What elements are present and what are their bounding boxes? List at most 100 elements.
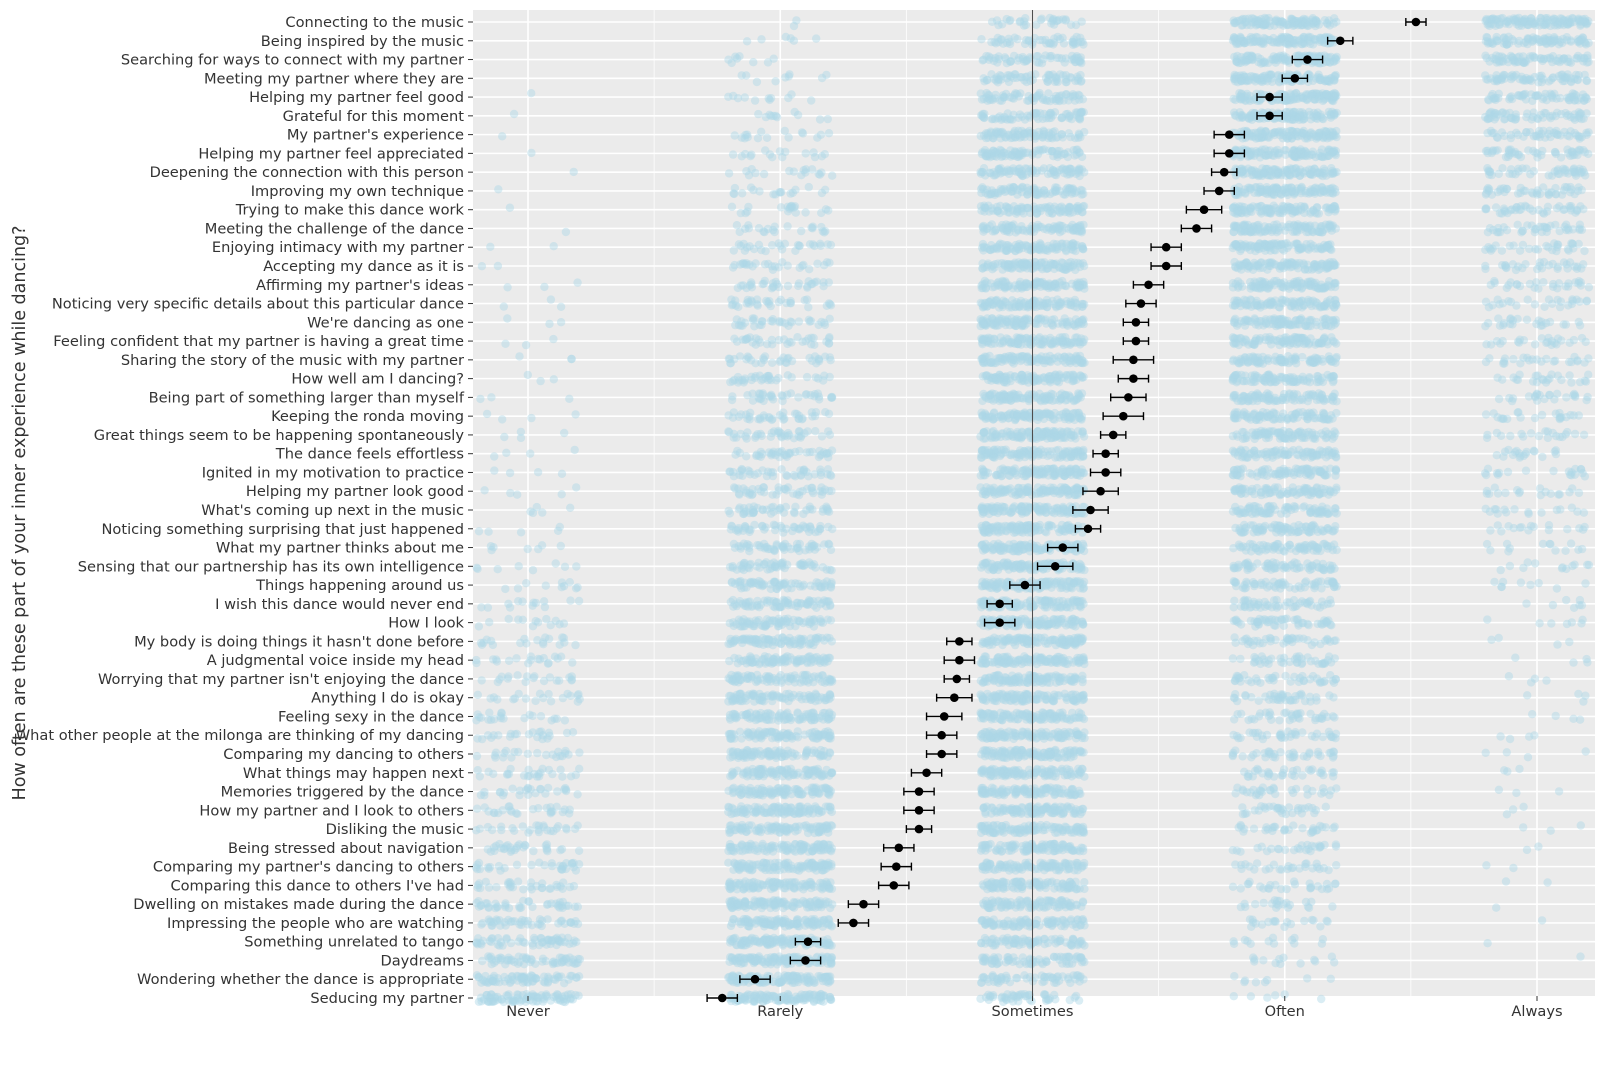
raw-point — [784, 94, 792, 102]
raw-point — [1270, 131, 1278, 139]
raw-point — [1038, 204, 1046, 212]
raw-point — [785, 338, 793, 346]
raw-point — [1310, 165, 1318, 173]
raw-point — [1041, 36, 1049, 44]
raw-point — [760, 170, 768, 178]
raw-point — [1568, 14, 1576, 22]
raw-point — [1575, 37, 1583, 45]
raw-point — [1047, 282, 1055, 290]
raw-point — [1481, 205, 1489, 213]
raw-point — [1012, 319, 1020, 327]
raw-point — [1256, 228, 1264, 236]
raw-point — [781, 148, 789, 156]
raw-point — [1557, 336, 1565, 344]
raw-point — [987, 359, 995, 367]
raw-point — [741, 134, 749, 142]
raw-point — [1331, 188, 1339, 196]
raw-point — [1486, 74, 1494, 82]
raw-point — [1040, 186, 1048, 194]
raw-point — [791, 108, 799, 116]
raw-point — [978, 95, 986, 103]
raw-point — [738, 336, 746, 344]
raw-point — [1290, 115, 1298, 123]
raw-point — [570, 168, 578, 176]
raw-point — [767, 302, 775, 310]
raw-point — [1513, 53, 1521, 61]
raw-point — [1075, 57, 1083, 65]
raw-point — [729, 150, 737, 158]
raw-point — [1244, 153, 1252, 161]
raw-point — [1502, 17, 1510, 25]
raw-point — [1542, 96, 1550, 104]
raw-point — [515, 352, 523, 360]
raw-point — [1290, 301, 1298, 309]
raw-point — [1258, 129, 1266, 137]
raw-point — [540, 283, 548, 291]
raw-point — [1057, 114, 1065, 122]
raw-point — [1493, 58, 1501, 66]
raw-point — [1500, 132, 1508, 140]
raw-point — [809, 148, 817, 156]
raw-point — [1553, 284, 1561, 292]
raw-point — [1251, 77, 1259, 85]
raw-point — [827, 301, 835, 309]
raw-point — [979, 222, 987, 230]
raw-point — [1011, 247, 1019, 255]
raw-point — [1559, 206, 1567, 214]
raw-point — [1544, 130, 1552, 138]
raw-point — [1329, 316, 1337, 324]
raw-point — [807, 96, 815, 104]
raw-point — [500, 302, 508, 310]
raw-point — [1023, 264, 1031, 272]
raw-point — [486, 243, 494, 251]
raw-point — [745, 171, 753, 179]
raw-point — [498, 132, 506, 140]
raw-point — [1072, 353, 1080, 361]
raw-point — [1231, 240, 1239, 248]
raw-point — [1233, 39, 1241, 47]
raw-point — [1005, 167, 1013, 175]
raw-point — [1518, 264, 1526, 272]
raw-point — [1252, 38, 1260, 46]
raw-point — [1498, 164, 1506, 172]
raw-point — [1289, 207, 1297, 215]
raw-point — [522, 341, 530, 349]
raw-point — [802, 337, 810, 345]
raw-point — [1015, 303, 1023, 311]
raw-point — [1260, 206, 1268, 214]
raw-point — [996, 339, 1004, 347]
raw-point — [1523, 316, 1531, 324]
raw-point — [982, 151, 990, 159]
raw-point — [741, 93, 749, 101]
raw-point — [1526, 280, 1534, 288]
raw-point — [1522, 165, 1530, 173]
raw-point — [506, 204, 514, 212]
raw-point — [1539, 183, 1547, 191]
raw-point — [1020, 21, 1028, 29]
raw-point — [478, 262, 486, 270]
raw-point — [1065, 353, 1073, 361]
raw-point — [725, 355, 733, 363]
raw-point — [1305, 189, 1313, 197]
raw-points-group — [979, 220, 1088, 236]
raw-point — [1058, 336, 1066, 344]
raw-point — [736, 260, 744, 268]
raw-point — [503, 283, 511, 291]
raw-point — [989, 115, 997, 123]
raw-point — [979, 56, 987, 64]
raw-point — [1042, 319, 1050, 327]
raw-point — [1503, 226, 1511, 234]
raw-point — [766, 96, 774, 104]
raw-point — [982, 129, 990, 137]
raw-points-group — [498, 132, 506, 140]
raw-point — [1016, 184, 1024, 192]
raw-point — [494, 262, 502, 270]
raw-point — [1071, 298, 1079, 306]
raw-point — [1543, 338, 1551, 346]
raw-point — [1055, 221, 1063, 229]
raw-point — [1062, 16, 1070, 24]
raw-point — [1078, 18, 1086, 26]
raw-point — [1073, 166, 1081, 174]
raw-point — [1048, 297, 1056, 305]
raw-point — [1575, 183, 1583, 191]
